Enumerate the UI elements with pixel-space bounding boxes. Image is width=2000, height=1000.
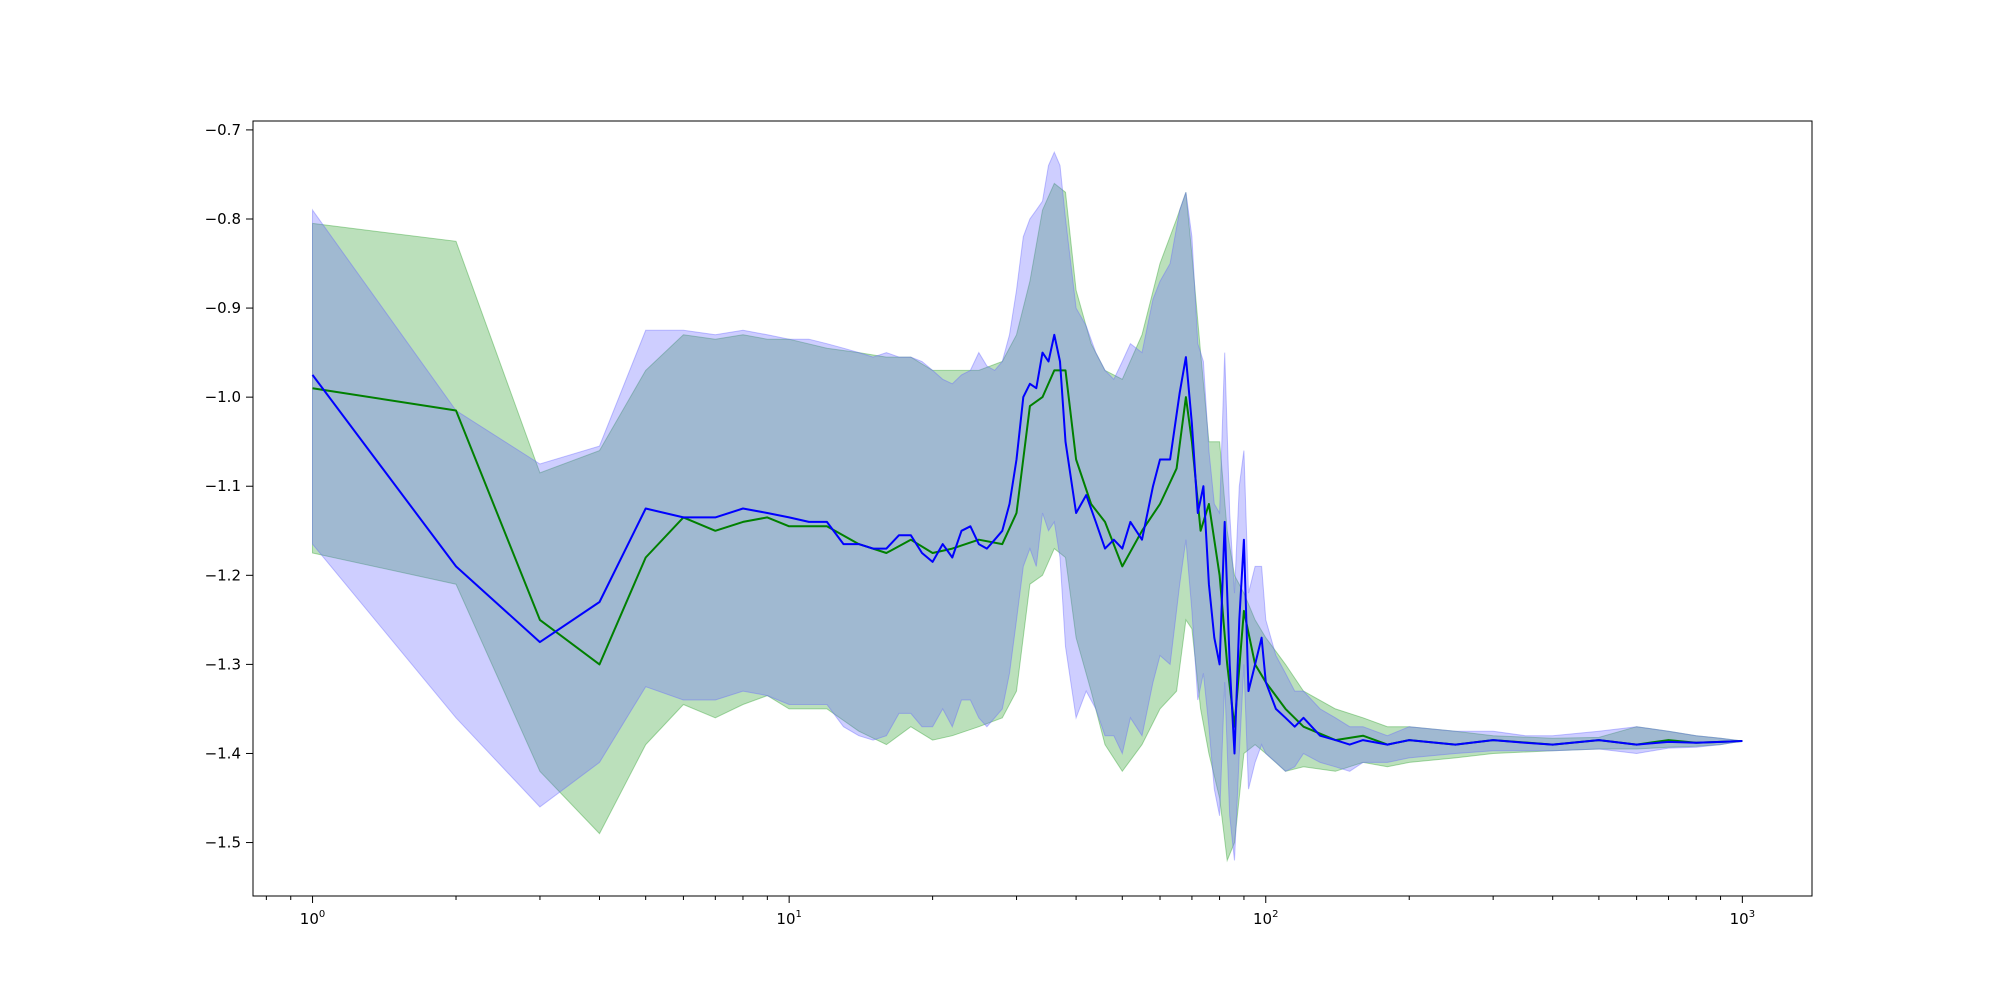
confidence-bands [312, 150, 1743, 863]
y-tick-label: −0.8 [205, 210, 241, 228]
y-tick-label: −1.2 [205, 566, 241, 584]
x-tick-label: 102 [1253, 909, 1278, 928]
series-0-band [312, 182, 1743, 863]
series-1-line [311, 333, 1743, 755]
x-tick-label: 101 [776, 909, 801, 928]
y-tick-label: −0.7 [205, 121, 241, 139]
x-tick-label: 103 [1730, 909, 1755, 928]
y-tick-label: −1.1 [205, 477, 241, 495]
x-axis: 100 101 102 103 [265, 896, 1755, 928]
y-tick-label: −0.9 [205, 299, 241, 317]
x-tick-label: 100 [300, 909, 325, 928]
y-tick-label: −1.0 [205, 388, 241, 406]
y-tick-label: −1.5 [205, 834, 241, 852]
y-axis: −0.7 −0.8 −0.9 −1.0 −1.1 −1.2 −1.3 −1.4 −1.5 [205, 121, 253, 852]
series-1-band [312, 150, 1743, 861]
y-tick-label: −1.3 [205, 655, 241, 673]
plot-frame [252, 120, 1813, 897]
series-lines [311, 333, 1743, 755]
y-tick-label: −1.4 [205, 744, 241, 762]
